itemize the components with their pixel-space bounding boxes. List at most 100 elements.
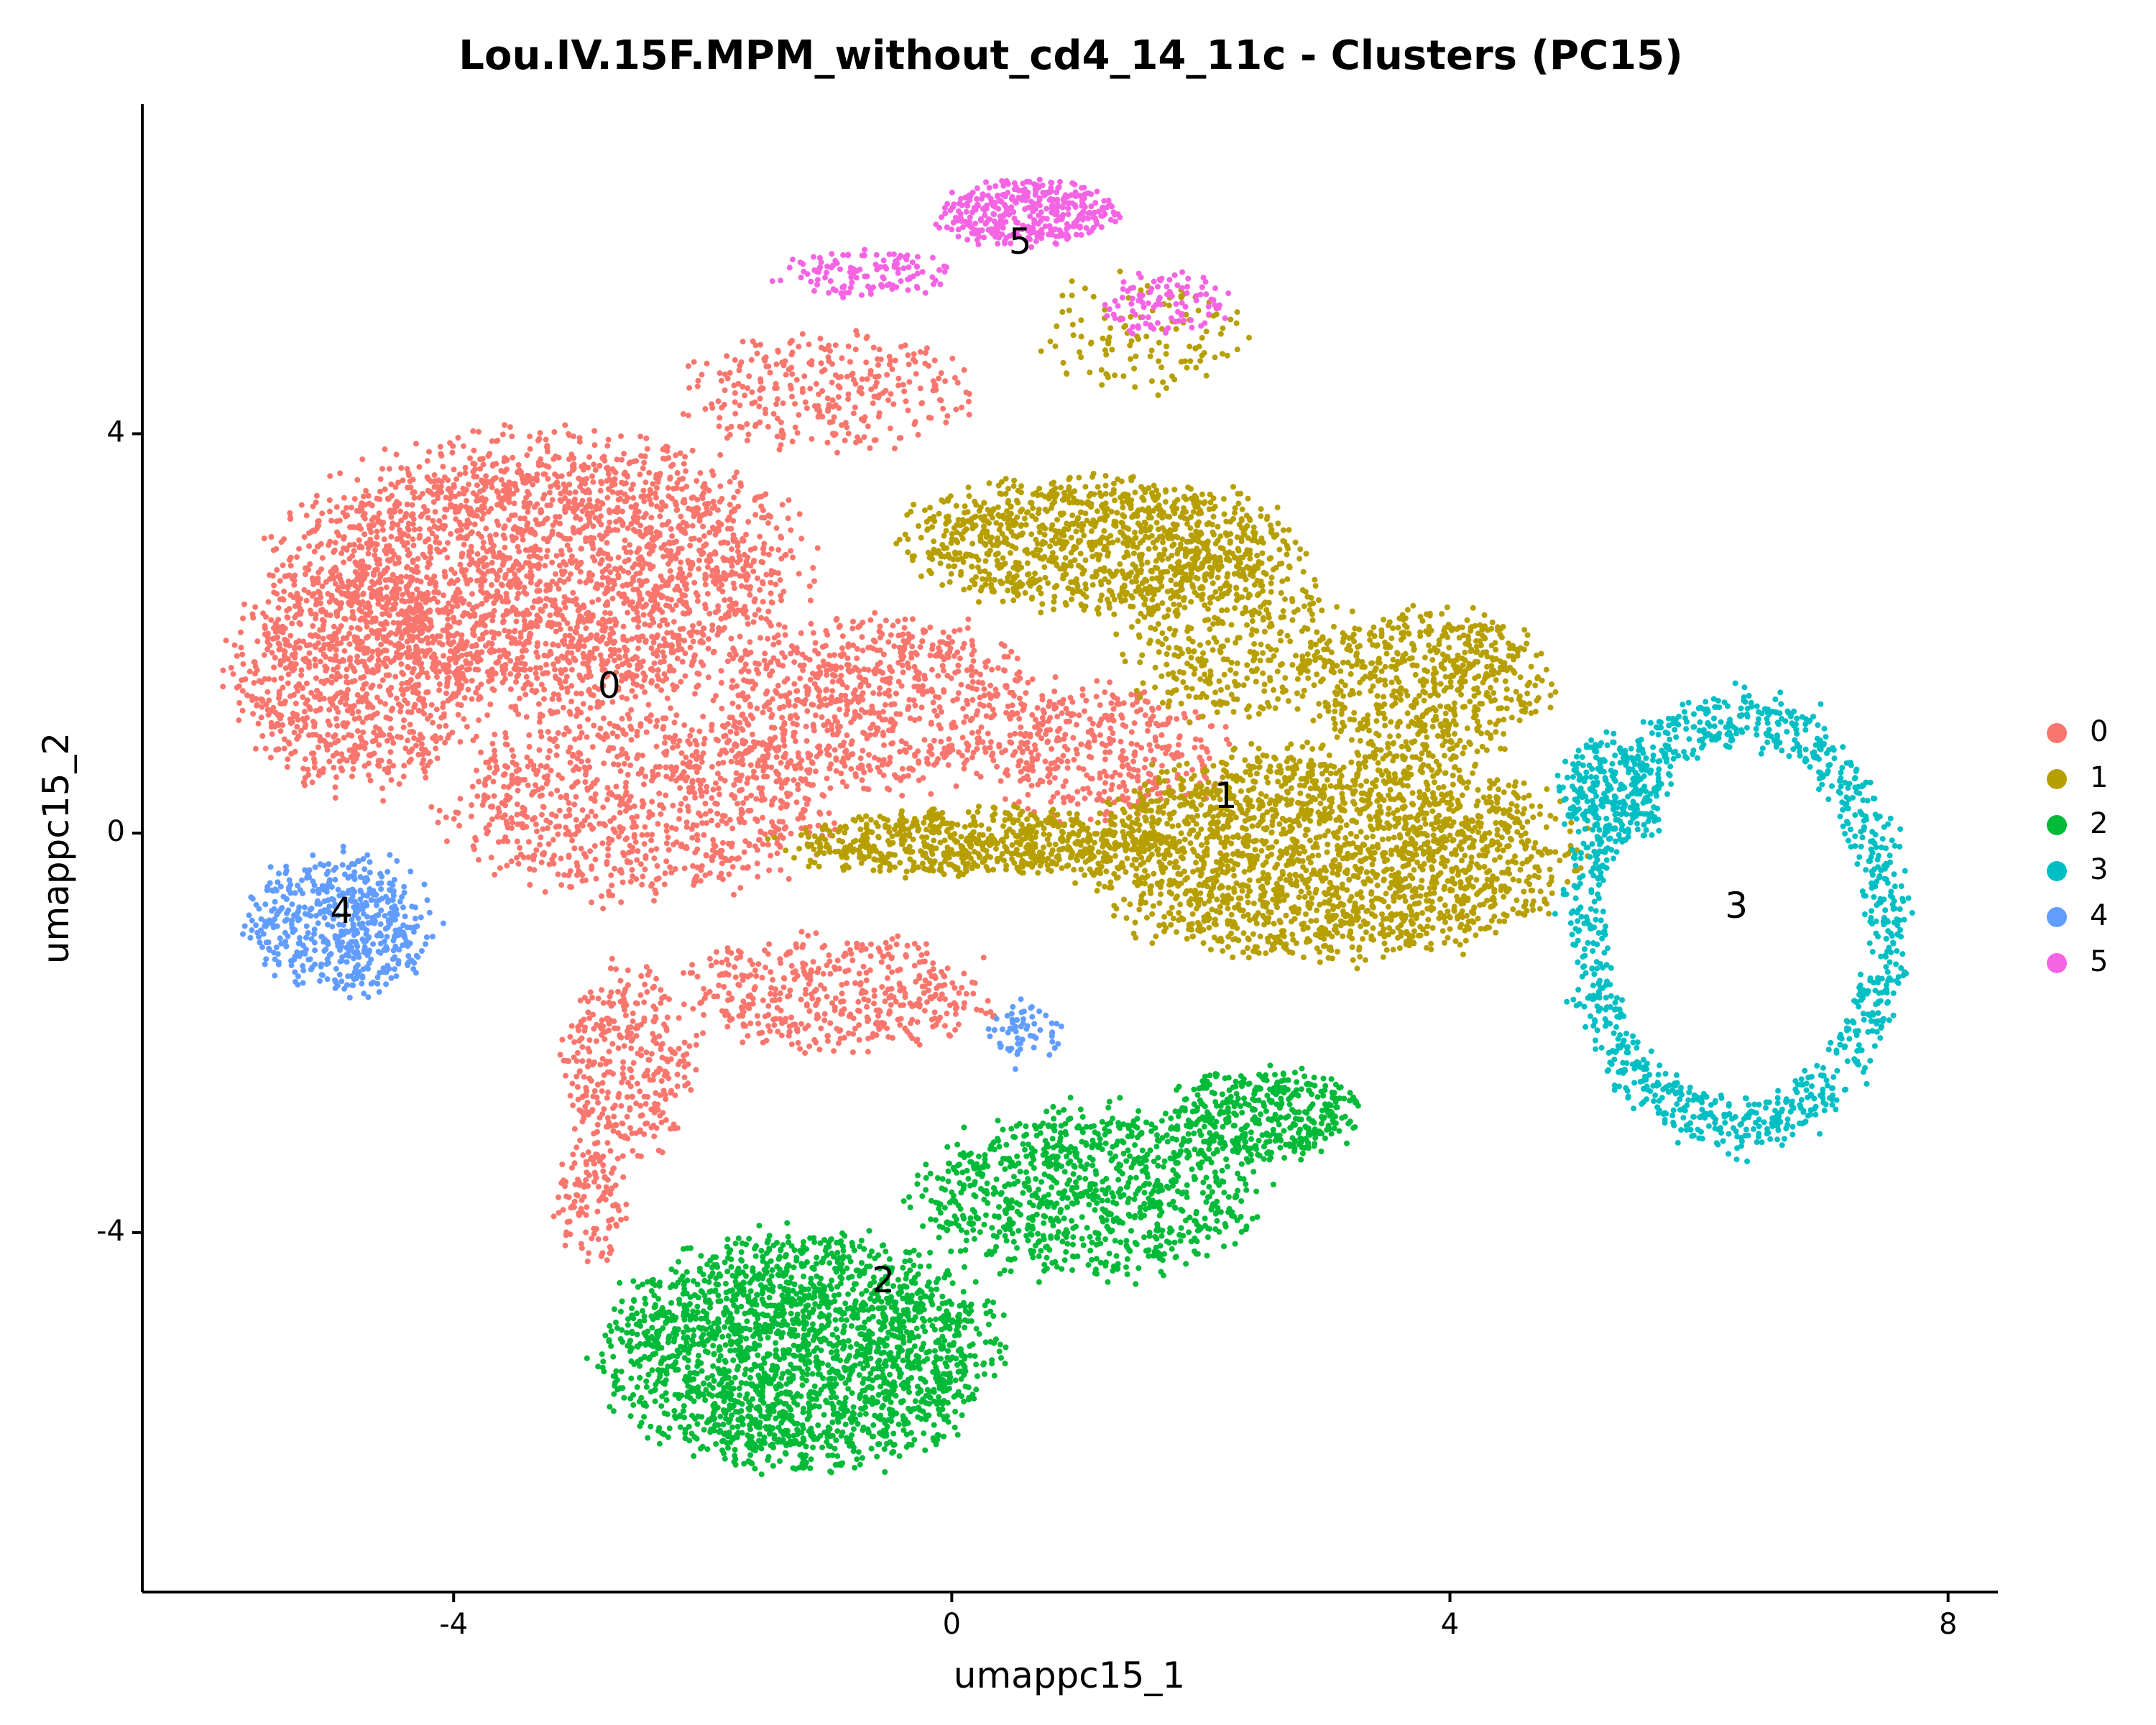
- data-point: [428, 804, 435, 810]
- data-point: [590, 523, 596, 530]
- data-point: [700, 662, 706, 668]
- data-point: [395, 479, 401, 486]
- data-point: [385, 632, 392, 638]
- data-point: [415, 556, 421, 562]
- data-point: [456, 822, 463, 829]
- data-point: [763, 616, 770, 622]
- data-point: [1014, 656, 1021, 662]
- data-point: [791, 659, 798, 666]
- data-point: [688, 727, 695, 733]
- data-point: [558, 551, 565, 558]
- data-point: [621, 760, 627, 767]
- data-point: [446, 656, 453, 662]
- data-point: [803, 723, 809, 730]
- data-point: [567, 711, 573, 717]
- data-point: [583, 535, 589, 541]
- data-point: [701, 740, 707, 747]
- data-point: [597, 547, 604, 553]
- data-point: [471, 521, 478, 528]
- data-point: [437, 443, 443, 450]
- data-point: [465, 686, 471, 693]
- data-point: [366, 500, 372, 507]
- data-point: [905, 639, 911, 645]
- data-point: [388, 725, 394, 732]
- data-point: [480, 539, 487, 546]
- data-point: [379, 604, 386, 610]
- data-point: [624, 582, 630, 588]
- data-point: [782, 632, 788, 638]
- data-point: [497, 567, 503, 574]
- data-point: [946, 634, 952, 640]
- data-point: [656, 802, 663, 809]
- data-point: [387, 507, 393, 514]
- data-point: [344, 666, 350, 673]
- data-point: [418, 513, 424, 520]
- data-point: [361, 673, 367, 680]
- data-point: [534, 675, 540, 681]
- data-point: [515, 461, 522, 468]
- data-point: [512, 666, 519, 673]
- data-point: [542, 888, 548, 895]
- data-point: [252, 604, 259, 610]
- data-point: [541, 696, 547, 702]
- data-point: [665, 484, 671, 491]
- data-point: [515, 584, 522, 591]
- data-point: [637, 433, 644, 440]
- data-point: [488, 855, 494, 861]
- data-point: [886, 693, 893, 699]
- data-point: [778, 760, 784, 766]
- data-point: [953, 783, 959, 789]
- data-point: [301, 534, 308, 540]
- data-point: [748, 746, 755, 753]
- data-point: [509, 433, 515, 440]
- data-point: [236, 700, 243, 706]
- data-point: [489, 438, 495, 444]
- data-point: [831, 820, 837, 827]
- data-point: [441, 569, 448, 575]
- data-point: [624, 803, 630, 809]
- data-point: [729, 714, 735, 721]
- data-point: [585, 716, 591, 722]
- data-point: [844, 662, 850, 668]
- data-point: [901, 625, 908, 631]
- data-point: [552, 482, 558, 488]
- data-point: [407, 634, 413, 640]
- data-point: [602, 625, 609, 631]
- data-point: [523, 591, 530, 597]
- data-point: [750, 619, 757, 625]
- data-point: [781, 624, 788, 630]
- data-point: [549, 531, 556, 538]
- data-point: [228, 665, 234, 671]
- data-point: [327, 538, 333, 545]
- data-point: [465, 507, 471, 514]
- data-point: [474, 654, 480, 661]
- data-point: [776, 842, 783, 849]
- data-point: [394, 503, 400, 510]
- data-point: [524, 814, 530, 820]
- data-point: [765, 520, 771, 526]
- data-point: [654, 653, 660, 659]
- data-point: [289, 719, 295, 725]
- data-point: [451, 580, 457, 586]
- data-point: [326, 707, 333, 713]
- data-point: [576, 735, 583, 741]
- data-point: [623, 789, 630, 796]
- data-point: [503, 735, 509, 741]
- data-point: [377, 590, 383, 597]
- data-point: [724, 517, 731, 523]
- data-point: [298, 672, 305, 678]
- data-point: [390, 520, 396, 527]
- data-point: [476, 857, 482, 863]
- data-point: [522, 547, 529, 553]
- data-point: [678, 575, 685, 581]
- data-point: [507, 579, 513, 585]
- data-point: [597, 652, 604, 658]
- data-point: [678, 801, 684, 807]
- data-point: [773, 525, 780, 531]
- data-point: [351, 496, 358, 502]
- data-point: [531, 546, 537, 553]
- data-point: [282, 637, 288, 643]
- data-point: [738, 726, 745, 732]
- data-point: [646, 525, 653, 531]
- data-point: [720, 760, 727, 765]
